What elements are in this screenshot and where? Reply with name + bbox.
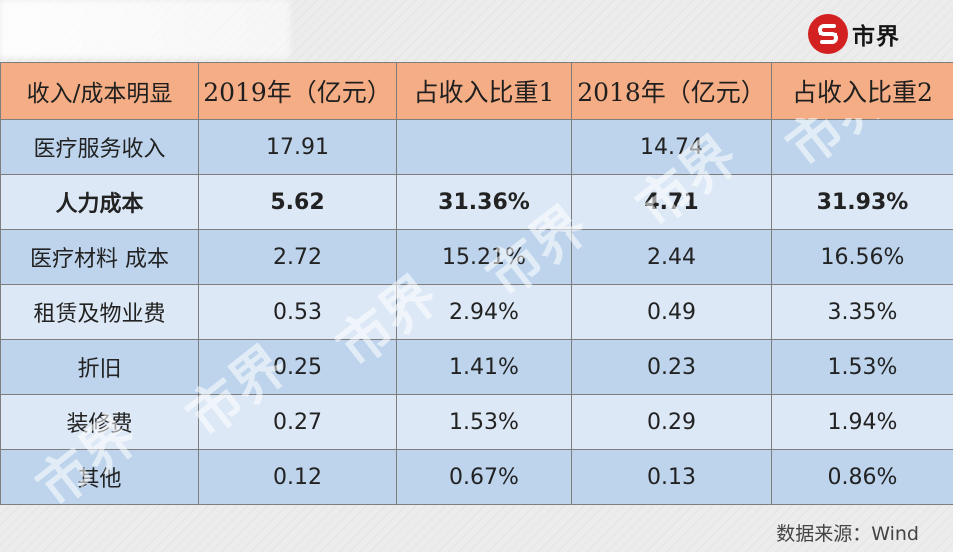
cell-2018-value: 0.29 xyxy=(571,394,772,450)
cell-category: 医疗材料 成本 xyxy=(0,229,199,285)
cell-2019-value: 5.62 xyxy=(198,174,397,230)
cost-breakdown-table: 收入/成本明显 2019年（亿元） 占收入比重1 2018年（亿元） 占收入比重… xyxy=(0,62,953,505)
header-category: 收入/成本明显 xyxy=(0,62,199,120)
cell-2018-share: 31.93% xyxy=(771,174,953,230)
cell-2018-value: 0.13 xyxy=(571,449,772,505)
cell-category: 人力成本 xyxy=(0,174,199,230)
cell-2019-share xyxy=(396,119,572,175)
cell-2019-value: 0.12 xyxy=(198,449,397,505)
cell-2019-value: 0.27 xyxy=(198,394,397,450)
table-row: 装修费 0.27 1.53% 0.29 1.94% xyxy=(0,394,953,450)
cell-category: 折旧 xyxy=(0,339,199,395)
cell-2019-value: 0.53 xyxy=(198,284,397,340)
cell-category: 装修费 xyxy=(0,394,199,450)
table-row: 人力成本 5.62 31.36% 4.71 31.93% xyxy=(0,174,953,230)
table-header-row: 收入/成本明显 2019年（亿元） 占收入比重1 2018年（亿元） 占收入比重… xyxy=(0,62,953,120)
cell-2019-value: 17.91 xyxy=(198,119,397,175)
cell-category: 医疗服务收入 xyxy=(0,119,199,175)
cell-2019-share: 31.36% xyxy=(396,174,572,230)
cell-2018-share: 1.94% xyxy=(771,394,953,450)
table-row: 其他 0.12 0.67% 0.13 0.86% xyxy=(0,449,953,505)
table-row: 折旧 0.25 1.41% 0.23 1.53% xyxy=(0,339,953,395)
cell-category: 租赁及物业费 xyxy=(0,284,199,340)
cell-2019-share: 1.41% xyxy=(396,339,572,395)
cell-2019-share: 0.67% xyxy=(396,449,572,505)
header-2019-share: 占收入比重1 xyxy=(396,62,572,120)
cell-2019-share: 2.94% xyxy=(396,284,572,340)
cell-2019-value: 2.72 xyxy=(198,229,397,285)
cell-2018-share: 0.86% xyxy=(771,449,953,505)
cell-2018-value: 14.74 xyxy=(571,119,772,175)
brand-logo: 市界 xyxy=(808,14,900,54)
cell-2018-share: 1.53% xyxy=(771,339,953,395)
cell-2018-share: 16.56% xyxy=(771,229,953,285)
cell-2019-value: 0.25 xyxy=(198,339,397,395)
cell-2018-value: 0.23 xyxy=(571,339,772,395)
table-row: 医疗服务收入 17.91 14.74 xyxy=(0,119,953,175)
header-2018-value: 2018年（亿元） xyxy=(571,62,772,120)
blurred-header-area xyxy=(0,0,290,58)
cell-2019-share: 1.53% xyxy=(396,394,572,450)
cell-2018-value: 0.49 xyxy=(571,284,772,340)
cell-2019-share: 15.21% xyxy=(396,229,572,285)
header-2018-share: 占收入比重2 xyxy=(771,62,953,120)
logo-icon xyxy=(808,14,848,54)
table-row: 租赁及物业费 0.53 2.94% 0.49 3.35% xyxy=(0,284,953,340)
table-row: 医疗材料 成本 2.72 15.21% 2.44 16.56% xyxy=(0,229,953,285)
logo-text: 市界 xyxy=(852,24,900,50)
cell-2018-share xyxy=(771,119,953,175)
source-note: 数据来源：Wind xyxy=(776,523,919,545)
cell-2018-value: 4.71 xyxy=(571,174,772,230)
cell-category: 其他 xyxy=(0,449,199,505)
cell-2018-value: 2.44 xyxy=(571,229,772,285)
cell-2018-share: 3.35% xyxy=(771,284,953,340)
header-2019-value: 2019年（亿元） xyxy=(198,62,397,120)
